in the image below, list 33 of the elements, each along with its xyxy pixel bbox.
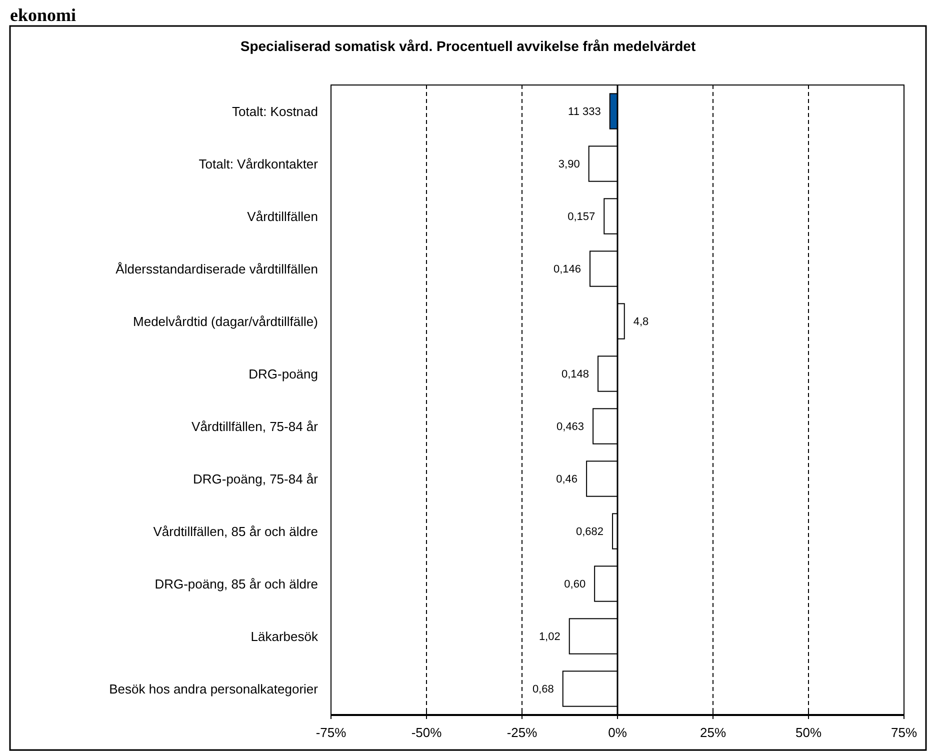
annotation: 0,60 [564, 578, 586, 591]
x-tick-label: 0% [608, 725, 628, 740]
text: ekonomi [10, 5, 76, 25]
x-tick-label: -25% [506, 725, 538, 740]
annotation: 0,157 [568, 211, 596, 224]
annotation: 0,46 [556, 474, 578, 486]
annotation: 0,146 [553, 264, 581, 276]
x-tick-label: 25% [700, 725, 726, 740]
y-tick-label: Åldersstandardiserade vårdtillfällen [116, 261, 318, 276]
y-tick-label: DRG-poäng, 85 år och äldre [154, 576, 318, 592]
annotation: 0,148 [561, 368, 590, 381]
chart-title: Specialiserad somatisk vård. Procentuell avvikelse från medelvärdet [240, 38, 696, 54]
y-tick-label: Besök hos andra personalkategorier [109, 681, 319, 696]
y-tick-label: DRG-poäng [248, 366, 318, 382]
annotation: 1,02 [538, 631, 560, 644]
y-tick-label: Medelvårdtid (dagar/vårdtillfälle) [133, 314, 318, 329]
annotation: 11 333 [568, 106, 601, 118]
annotation: 0,682 [576, 526, 604, 538]
y-tick-label: Totalt: Vårdkontakter [198, 156, 319, 172]
annotation: 0,463 [556, 421, 584, 434]
annotation: 4,8 [633, 316, 649, 328]
x-tick-label: -50% [411, 725, 442, 740]
annotation: 0,68 [532, 684, 554, 696]
y-tick-label: Vårdtillfällen, 75-84 år [192, 418, 319, 434]
y-tick-label: Vårdtillfällen [247, 208, 318, 224]
x-tick-label: 75% [890, 725, 918, 740]
x-tick-label: 50% [795, 725, 822, 740]
annotation: 3,90 [558, 158, 580, 171]
y-tick-label: Läkarbesök [250, 628, 318, 644]
y-tick-label: DRG-poäng, 75-84 år [192, 471, 319, 486]
x-tick-label: -75% [316, 725, 347, 740]
y-tick-label: Totalt: Kostnad [232, 104, 318, 119]
y-tick-label: Vårdtillfällen, 85 år och äldre [153, 524, 318, 539]
